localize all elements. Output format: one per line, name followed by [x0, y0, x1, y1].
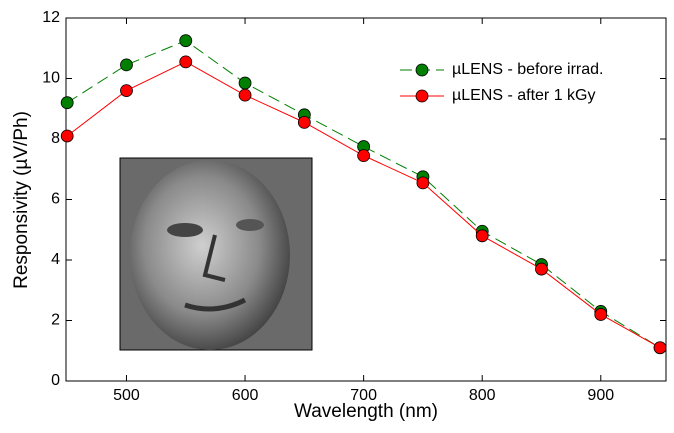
data-point	[120, 58, 133, 72]
y-tick-label: 2	[51, 312, 60, 329]
data-point	[60, 96, 74, 110]
y-tick-label: 6	[51, 191, 60, 208]
x-tick-label: 600	[232, 387, 259, 404]
x-axis-title: Wavelength (nm)	[294, 401, 438, 422]
y-tick-label: 12	[42, 9, 60, 26]
series-line	[66, 40, 661, 349]
data-point	[238, 76, 252, 90]
x-tick-label: 900	[587, 387, 614, 404]
y-tick-label: 0	[51, 372, 60, 389]
y-tick-label: 10	[42, 70, 60, 87]
data-point	[653, 341, 667, 355]
legend-marker	[415, 89, 429, 103]
data-point	[179, 34, 193, 48]
legend-label: µLENS - after 1 kGy	[452, 87, 595, 104]
y-tick-label: 8	[51, 130, 60, 147]
x-tick-label: 800	[469, 387, 496, 404]
data-point	[416, 176, 430, 190]
data-point	[179, 55, 193, 69]
legend-label: µLENS - before irrad.	[452, 61, 604, 78]
y-axis-title: Responsivity (µV/Ph)	[11, 111, 32, 289]
data-point	[297, 115, 311, 129]
data-point	[535, 262, 548, 276]
legend-marker	[415, 63, 429, 77]
x-tick-label: 500	[113, 387, 140, 404]
y-tick-label: 4	[51, 251, 60, 268]
data-point	[120, 84, 133, 97]
x-tick-label: 700	[350, 387, 377, 404]
data-point	[60, 129, 74, 143]
data-point	[594, 308, 608, 321]
data-point	[238, 88, 252, 102]
data-point	[357, 149, 371, 163]
inset-portrait	[119, 157, 313, 351]
data-point	[475, 229, 489, 243]
